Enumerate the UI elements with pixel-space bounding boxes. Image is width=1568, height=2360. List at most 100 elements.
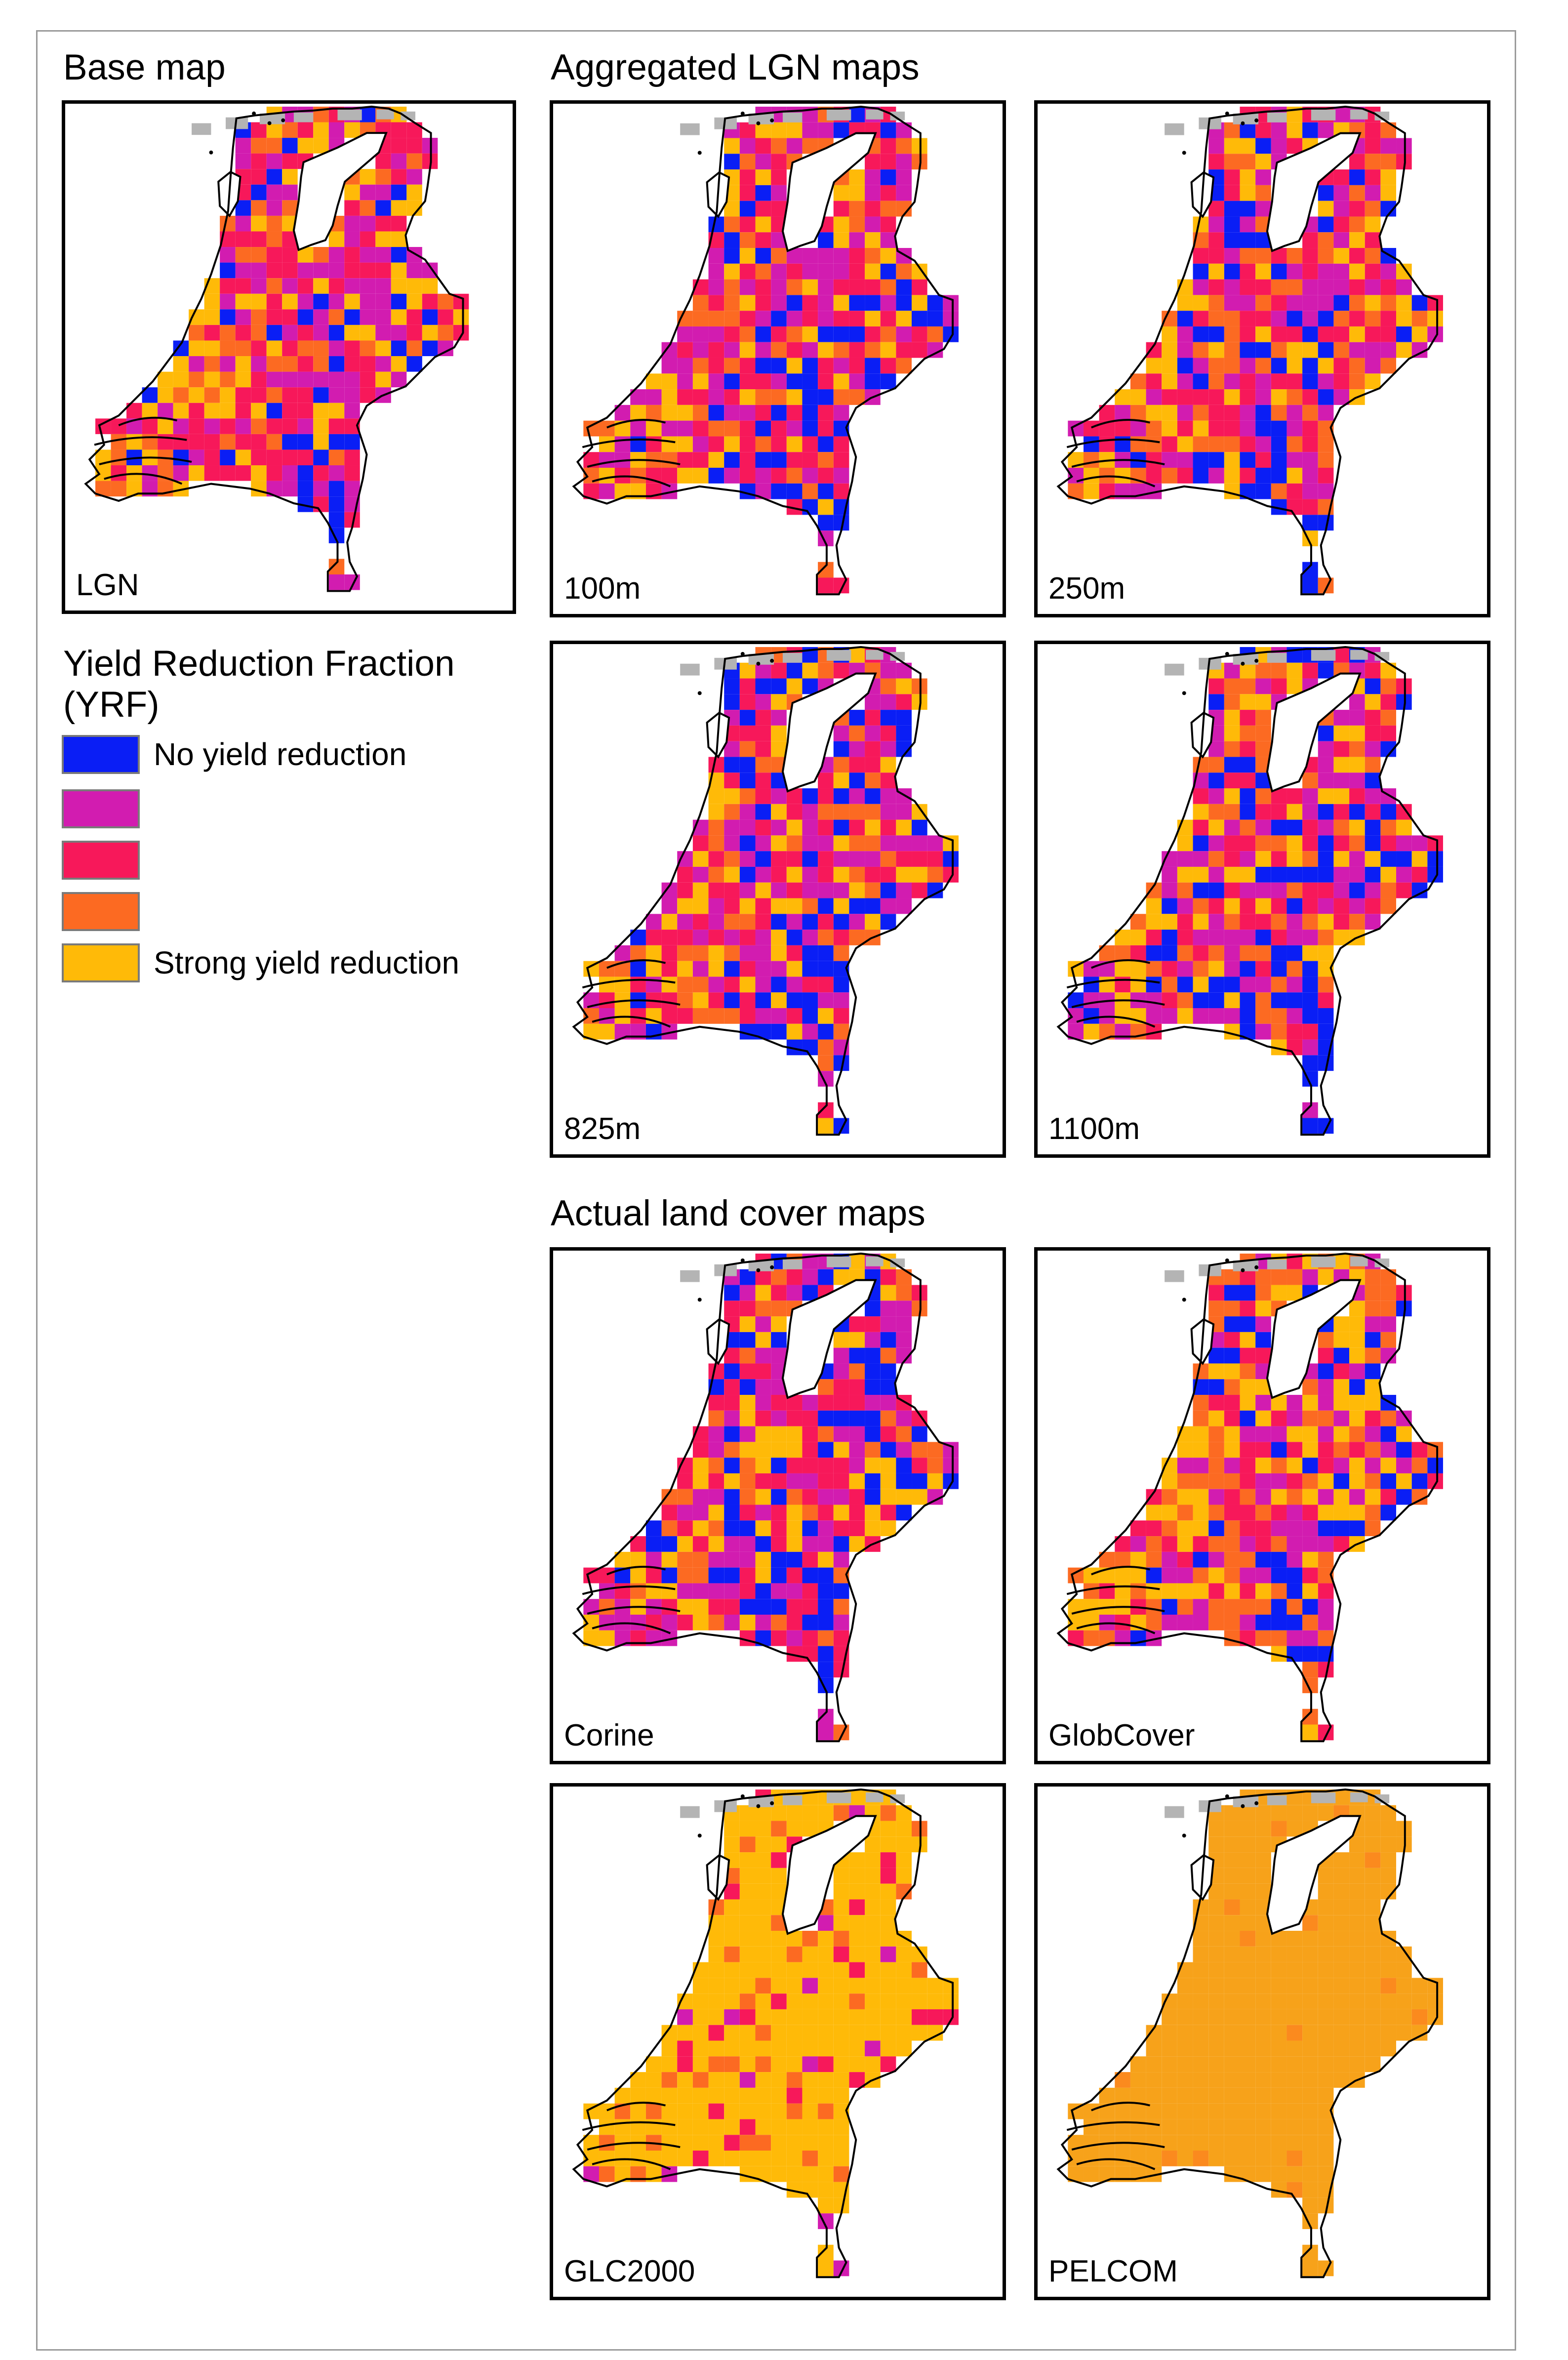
yrf-grid-cell <box>297 371 314 388</box>
yrf-grid-cell <box>1333 311 1350 326</box>
yrf-grid-cell <box>1240 2135 1256 2151</box>
yrf-grid-cell <box>406 153 422 169</box>
yrf-grid-cell <box>833 232 849 248</box>
yrf-grid-cell <box>661 1551 678 1568</box>
yrf-grid-cell <box>1349 185 1365 201</box>
yrf-grid-cell <box>1271 295 1287 311</box>
yrf-grid-cell <box>755 1567 771 1584</box>
yrf-grid-cell <box>708 263 724 280</box>
yrf-grid-cell <box>630 2151 646 2166</box>
yrf-grid-cell <box>1318 232 1334 248</box>
yrf-grid-cell <box>802 468 818 484</box>
yrf-grid-cell <box>755 1489 771 1505</box>
yrf-grid-cell <box>865 725 881 741</box>
yrf-grid-cell <box>1224 757 1240 773</box>
yrf-grid-cell <box>282 418 298 434</box>
yrf-grid-cell <box>865 279 881 295</box>
yrf-grid-cell <box>771 2056 787 2073</box>
yrf-grid-cell <box>1255 678 1271 694</box>
yrf-grid-cell <box>739 1473 756 1489</box>
yrf-grid-cell <box>1333 788 1350 804</box>
yrf-grid-cell <box>1146 452 1162 468</box>
yrf-grid-cell <box>1318 851 1334 867</box>
yrf-grid-cell <box>1302 1662 1318 1678</box>
yrf-grid-cell <box>927 835 943 852</box>
yrf-grid-cell <box>708 1489 724 1505</box>
yrf-grid-cell <box>1193 930 1209 945</box>
yrf-grid-cell <box>1318 295 1334 311</box>
yrf-grid-cell <box>692 373 709 390</box>
yrf-grid-cell <box>833 2119 849 2135</box>
yrf-grid-cell <box>266 262 282 279</box>
yrf-grid-cell <box>771 2009 787 2025</box>
yrf-grid-cell <box>802 977 818 993</box>
yrf-grid-cell <box>833 1931 849 1947</box>
yrf-grid-cell <box>1318 358 1334 374</box>
legend-label-no-reduction: No yield reduction <box>154 736 407 772</box>
yrf-grid-cell <box>880 1931 896 1947</box>
yrf-grid-cell <box>818 2135 834 2151</box>
yrf-grid-cell <box>645 373 662 390</box>
yrf-grid-cell <box>1333 1883 1350 1900</box>
yrf-grid-cell <box>1271 1008 1287 1024</box>
yrf-grid-cell <box>1349 373 1365 390</box>
yrf-grid-cell <box>1193 279 1209 295</box>
yrf-grid-cell <box>1240 1489 1256 1505</box>
wadden-island <box>890 1794 905 1803</box>
yrf-grid-cell <box>297 122 314 138</box>
yrf-grid-cell <box>1162 1599 1177 1615</box>
yrf-grid-cell <box>1193 1946 1209 1962</box>
yrf-grid-cell <box>1365 138 1381 154</box>
yrf-grid-cell <box>1224 2119 1240 2135</box>
yrf-grid-cell <box>818 1395 834 1411</box>
yrf-grid-cell <box>1224 882 1240 898</box>
yrf-grid-cell <box>266 138 282 154</box>
yrf-grid-cell <box>1162 2056 1177 2073</box>
yrf-grid-cell <box>943 1473 959 1489</box>
yrf-grid-cell <box>375 356 391 372</box>
yrf-grid-cell <box>724 2119 740 2135</box>
yrf-grid-cell <box>1333 1442 1350 1458</box>
yrf-grid-cell <box>786 1946 803 1962</box>
yrf-grid-cell <box>1365 662 1381 679</box>
yrf-grid-cell <box>865 1426 881 1442</box>
yrf-grid-cell <box>849 788 865 804</box>
yrf-grid-cell <box>880 1285 896 1301</box>
yrf-grid-cell <box>1240 295 1256 311</box>
yrf-grid-cell <box>771 1505 787 1521</box>
yrf-grid-cell <box>943 1994 959 2009</box>
yrf-grid-cell <box>818 1536 834 1552</box>
yrf-grid-cell <box>1083 992 1099 1009</box>
yrf-grid-cell <box>1271 2087 1287 2104</box>
wadden-island <box>1199 1264 1221 1276</box>
yrf-grid-cell <box>1271 851 1287 867</box>
yrf-grid-cell <box>661 2087 678 2104</box>
yrf-grid-cell <box>802 1805 818 1821</box>
yrf-grid-cell <box>786 1426 803 1442</box>
yrf-grid-cell <box>1302 1269 1318 1285</box>
yrf-grid-cell <box>1318 1520 1334 1537</box>
yrf-grid-cell <box>771 882 787 898</box>
yrf-grid-cell <box>1287 436 1303 452</box>
yrf-grid-cell <box>739 279 756 295</box>
yrf-grid-cell <box>1193 977 1209 993</box>
yrf-grid-cell <box>802 1946 818 1962</box>
yrf-grid-cell <box>755 201 771 217</box>
yrf-grid-cell <box>1208 2119 1224 2135</box>
yrf-grid-cell <box>896 1301 912 1317</box>
yrf-grid-cell <box>865 773 881 789</box>
yrf-grid-cell <box>1193 819 1209 836</box>
yrf-grid-cell <box>1146 914 1162 930</box>
yrf-grid-cell <box>1271 2119 1287 2135</box>
yrf-grid-cell <box>802 1269 818 1285</box>
yrf-grid-cell <box>1162 1008 1177 1024</box>
yrf-grid-cell <box>677 2025 693 2041</box>
yrf-grid-cell <box>724 2009 740 2025</box>
yrf-grid-cell <box>1240 1978 1256 1994</box>
yrf-grid-cell <box>1224 420 1240 437</box>
yrf-grid-cell <box>282 449 298 466</box>
yrf-grid-cell <box>724 326 740 342</box>
yrf-grid-cell <box>708 420 724 437</box>
yrf-grid-cell <box>1255 1395 1271 1411</box>
yrf-grid-cell <box>1302 1039 1318 1056</box>
